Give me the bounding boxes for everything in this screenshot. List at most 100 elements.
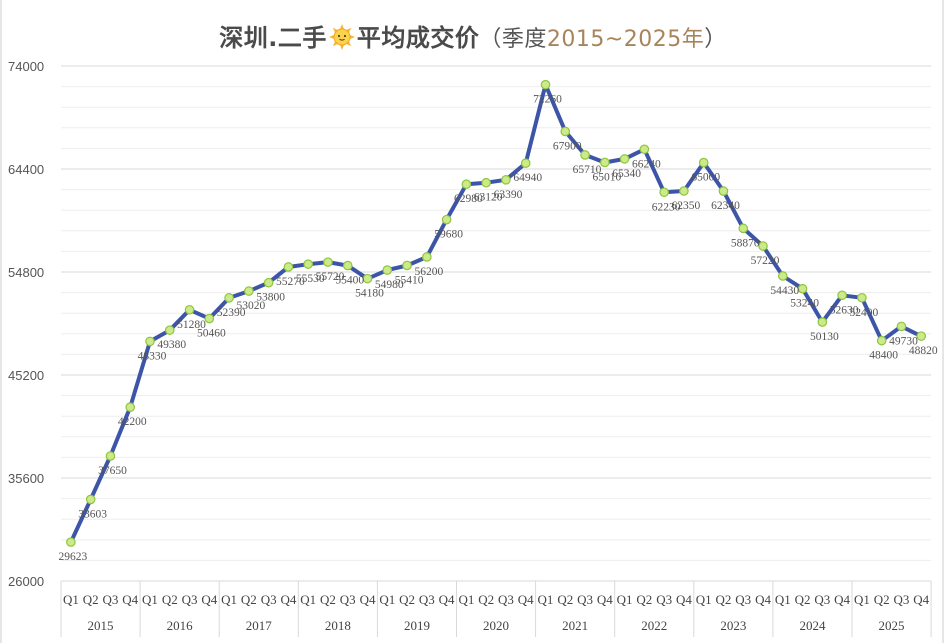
data-label: 33603 — [78, 508, 107, 520]
data-label: 53020 — [236, 300, 265, 312]
x-quarter-label: Q1 — [696, 592, 712, 607]
y-tick-label: 35600 — [8, 471, 44, 486]
x-quarter-label: Q1 — [63, 592, 79, 607]
x-quarter-label: Q4 — [676, 592, 692, 607]
data-point-marker — [125, 402, 136, 412]
data-label: 63120 — [474, 192, 503, 204]
data-label: 52400 — [850, 307, 879, 319]
title-sub-open: （季度 — [479, 27, 547, 52]
x-year-label: 2015 — [88, 618, 114, 633]
data-label: 58870 — [731, 237, 760, 249]
data-point-marker — [342, 260, 353, 271]
chart-title: 深圳.二手 平均成交价（季度2015~2025年） — [0, 18, 946, 53]
data-label: 53240 — [790, 298, 819, 310]
data-label: 67900 — [553, 140, 582, 152]
data-point-marker — [560, 126, 571, 137]
data-point-marker — [263, 277, 274, 288]
x-quarter-label: Q2 — [557, 592, 573, 607]
data-point-marker — [857, 292, 867, 303]
data-point-marker — [817, 317, 828, 327]
data-label: 52390 — [217, 307, 246, 319]
data-label: 55400 — [335, 275, 364, 287]
x-quarter-label: Q3 — [656, 592, 672, 607]
data-point-marker — [204, 313, 215, 324]
data-point-marker — [738, 223, 749, 234]
data-point-marker — [698, 157, 709, 168]
x-quarter-label: Q3 — [182, 592, 198, 607]
x-quarter-label: Q3 — [340, 592, 356, 607]
y-tick-label: 45200 — [8, 368, 44, 383]
data-point-marker — [66, 537, 76, 547]
data-label: 55530 — [296, 273, 325, 285]
x-quarter-label: Q1 — [775, 592, 791, 607]
data-label: 59680 — [434, 229, 463, 241]
x-year-label: 2019 — [404, 618, 430, 633]
data-point-marker — [837, 290, 847, 301]
data-point-marker — [422, 252, 432, 262]
data-point-marker — [283, 262, 294, 272]
data-label: 51280 — [177, 319, 206, 331]
data-label: 62980 — [454, 193, 483, 205]
data-point-marker — [758, 241, 768, 251]
x-quarter-label: Q2 — [399, 592, 415, 607]
data-point-marker — [916, 331, 927, 341]
title-sub-close: ） — [704, 27, 727, 52]
x-quarter-label: Q1 — [221, 592, 237, 607]
data-point-marker — [600, 157, 610, 168]
x-quarter-label: Q4 — [439, 592, 455, 607]
data-label: 48820 — [909, 345, 938, 357]
data-label: 55720 — [316, 271, 345, 283]
x-quarter-label: Q3 — [735, 592, 751, 607]
x-year-label: 2022 — [641, 618, 667, 633]
x-quarter-label: Q2 — [636, 592, 652, 607]
x-year-label: 2017 — [246, 618, 273, 633]
data-point-marker — [540, 79, 551, 90]
x-year-label: 2016 — [167, 618, 194, 633]
x-quarter-label: Q3 — [893, 592, 909, 607]
x-quarter-label: Q1 — [142, 592, 158, 607]
data-point-marker — [659, 187, 669, 198]
y-tick-label: 26000 — [8, 574, 44, 589]
data-point-marker — [441, 214, 452, 225]
x-year-label: 2025 — [879, 618, 905, 633]
x-quarter-label: Q2 — [874, 592, 890, 607]
data-label: 65000 — [691, 172, 720, 184]
data-point-marker — [580, 150, 590, 160]
x-quarter-label: Q4 — [280, 592, 296, 607]
x-quarter-label: Q3 — [814, 592, 830, 607]
data-point-marker — [184, 304, 195, 315]
data-point-marker — [164, 325, 175, 335]
x-quarter-label: Q1 — [854, 592, 870, 607]
x-year-label: 2023 — [720, 618, 746, 633]
title-years: 2015~2025年 — [546, 27, 705, 52]
data-point-marker — [639, 144, 650, 155]
data-point-marker — [777, 271, 788, 281]
x-quarter-label: Q3 — [102, 592, 118, 607]
data-point-marker — [362, 273, 373, 284]
x-quarter-label: Q4 — [518, 592, 534, 607]
data-label: 50130 — [810, 331, 839, 343]
data-label: 50460 — [197, 328, 226, 340]
x-quarter-label: Q4 — [360, 592, 376, 607]
data-point-marker — [896, 321, 907, 332]
x-quarter-label: Q4 — [834, 592, 850, 607]
x-quarter-label: Q1 — [458, 592, 474, 607]
data-point-marker — [323, 257, 333, 267]
data-label: 53800 — [256, 292, 285, 304]
data-point-marker — [619, 154, 630, 164]
x-quarter-label: Q1 — [538, 592, 554, 607]
data-point-marker — [501, 175, 511, 185]
x-year-label: 2024 — [799, 618, 826, 633]
right-frame-border — [942, 0, 944, 643]
sun-emoji-icon — [328, 24, 355, 50]
data-point-marker — [145, 336, 155, 347]
x-quarter-label: Q2 — [162, 592, 178, 607]
data-label: 66240 — [632, 158, 661, 170]
x-quarter-label: Q2 — [241, 592, 257, 607]
data-label: 42200 — [118, 416, 147, 428]
x-quarter-label: Q2 — [716, 592, 732, 607]
y-tick-label: 54800 — [8, 265, 44, 280]
